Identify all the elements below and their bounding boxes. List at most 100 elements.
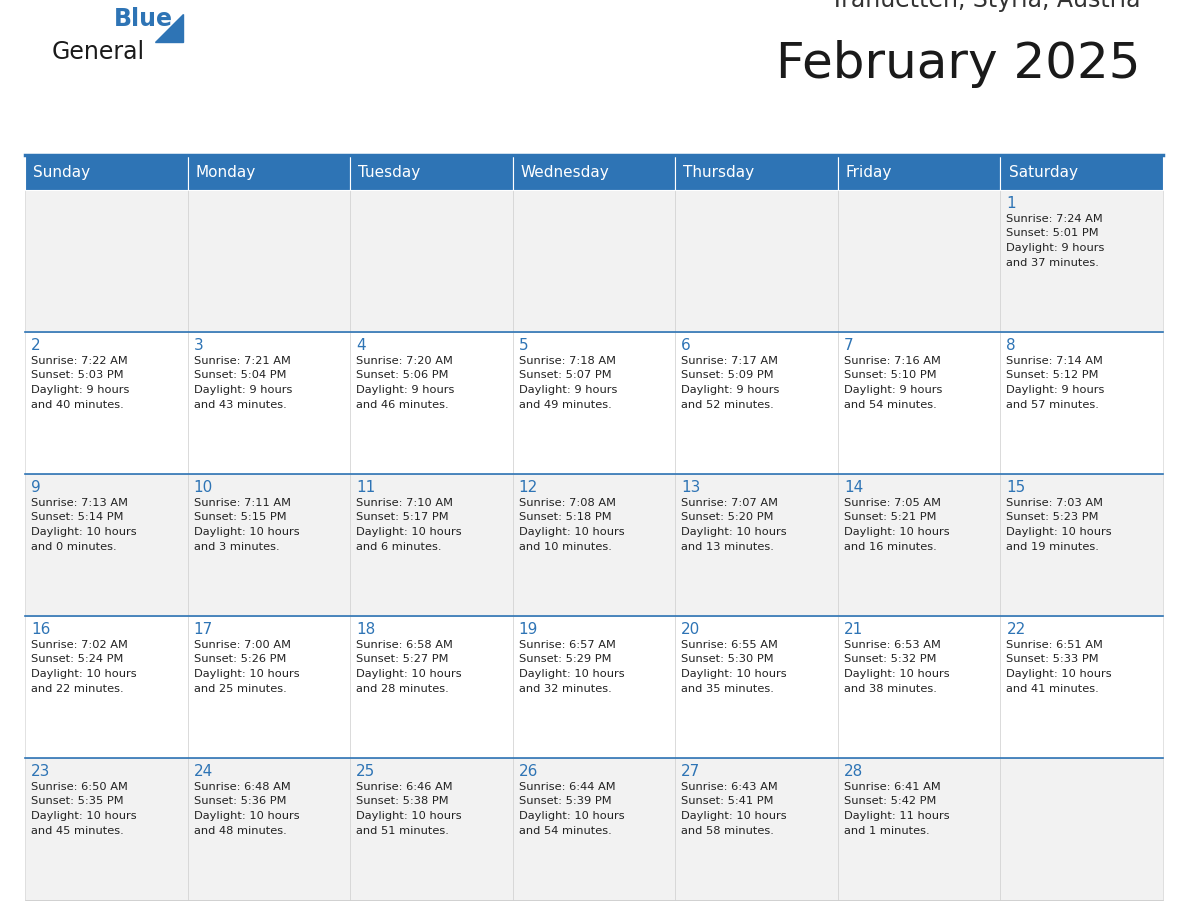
Text: Daylight: 10 hours: Daylight: 10 hours — [843, 669, 949, 679]
Text: General: General — [52, 40, 145, 64]
Text: and 45 minutes.: and 45 minutes. — [31, 825, 124, 835]
Bar — [1000, 758, 1163, 900]
Text: 25: 25 — [356, 764, 375, 779]
Text: Sunset: 5:15 PM: Sunset: 5:15 PM — [194, 512, 286, 522]
Bar — [1000, 332, 1163, 474]
Text: Sunrise: 7:14 AM: Sunrise: 7:14 AM — [1006, 356, 1104, 366]
Text: Tuesday: Tuesday — [359, 165, 421, 180]
Text: Sunrise: 6:58 AM: Sunrise: 6:58 AM — [356, 640, 453, 650]
Text: Daylight: 9 hours: Daylight: 9 hours — [194, 385, 292, 395]
Bar — [513, 474, 675, 616]
Text: and 1 minutes.: and 1 minutes. — [843, 825, 929, 835]
Text: Sunrise: 7:08 AM: Sunrise: 7:08 AM — [519, 498, 615, 508]
Text: Sunrise: 7:02 AM: Sunrise: 7:02 AM — [31, 640, 128, 650]
Text: Sunset: 5:20 PM: Sunset: 5:20 PM — [681, 512, 773, 522]
Text: Sunset: 5:39 PM: Sunset: 5:39 PM — [519, 797, 612, 807]
Text: Daylight: 10 hours: Daylight: 10 hours — [681, 811, 786, 821]
Text: 20: 20 — [681, 622, 701, 637]
Bar — [350, 758, 513, 900]
Text: 27: 27 — [681, 764, 701, 779]
Text: 23: 23 — [31, 764, 50, 779]
Text: Sunset: 5:03 PM: Sunset: 5:03 PM — [31, 371, 124, 380]
Text: 4: 4 — [356, 338, 366, 353]
Text: Sunset: 5:09 PM: Sunset: 5:09 PM — [681, 371, 773, 380]
Text: Thursday: Thursday — [683, 165, 754, 180]
Text: 6: 6 — [681, 338, 691, 353]
Text: Sunrise: 7:13 AM: Sunrise: 7:13 AM — [31, 498, 128, 508]
Text: Sunrise: 7:16 AM: Sunrise: 7:16 AM — [843, 356, 941, 366]
Text: and 40 minutes.: and 40 minutes. — [31, 399, 124, 409]
Text: Sunset: 5:35 PM: Sunset: 5:35 PM — [31, 797, 124, 807]
Bar — [513, 616, 675, 758]
Bar — [838, 332, 1000, 474]
Text: Daylight: 10 hours: Daylight: 10 hours — [519, 811, 625, 821]
Text: Sunset: 5:23 PM: Sunset: 5:23 PM — [1006, 512, 1099, 522]
Text: Sunset: 5:12 PM: Sunset: 5:12 PM — [1006, 371, 1099, 380]
Bar — [513, 155, 675, 190]
Text: Daylight: 10 hours: Daylight: 10 hours — [519, 527, 625, 537]
Text: Blue: Blue — [114, 7, 173, 31]
Bar — [25, 332, 188, 474]
Text: Daylight: 10 hours: Daylight: 10 hours — [356, 669, 462, 679]
Text: Sunrise: 7:22 AM: Sunrise: 7:22 AM — [31, 356, 128, 366]
Bar — [350, 616, 513, 758]
Text: and 51 minutes.: and 51 minutes. — [356, 825, 449, 835]
Bar — [188, 616, 350, 758]
Text: Sunrise: 7:24 AM: Sunrise: 7:24 AM — [1006, 214, 1104, 224]
Text: and 58 minutes.: and 58 minutes. — [681, 825, 775, 835]
Text: 15: 15 — [1006, 480, 1025, 495]
Text: Daylight: 10 hours: Daylight: 10 hours — [356, 811, 462, 821]
Text: 5: 5 — [519, 338, 529, 353]
Text: Daylight: 10 hours: Daylight: 10 hours — [31, 811, 137, 821]
Bar — [838, 616, 1000, 758]
Text: 26: 26 — [519, 764, 538, 779]
Bar — [188, 474, 350, 616]
Text: Saturday: Saturday — [1009, 165, 1078, 180]
Text: Sunset: 5:10 PM: Sunset: 5:10 PM — [843, 371, 936, 380]
Bar — [188, 190, 350, 332]
Text: Sunset: 5:29 PM: Sunset: 5:29 PM — [519, 655, 611, 665]
Bar — [675, 332, 838, 474]
Text: Sunset: 5:38 PM: Sunset: 5:38 PM — [356, 797, 449, 807]
Text: Daylight: 10 hours: Daylight: 10 hours — [681, 527, 786, 537]
Text: Sunrise: 6:51 AM: Sunrise: 6:51 AM — [1006, 640, 1104, 650]
Text: Daylight: 9 hours: Daylight: 9 hours — [1006, 385, 1105, 395]
Text: 16: 16 — [31, 622, 50, 637]
Text: and 57 minutes.: and 57 minutes. — [1006, 399, 1099, 409]
Bar — [513, 758, 675, 900]
Text: Sunset: 5:27 PM: Sunset: 5:27 PM — [356, 655, 449, 665]
Text: 17: 17 — [194, 622, 213, 637]
Text: Sunset: 5:32 PM: Sunset: 5:32 PM — [843, 655, 936, 665]
Text: and 32 minutes.: and 32 minutes. — [519, 684, 612, 693]
Text: Daylight: 11 hours: Daylight: 11 hours — [843, 811, 949, 821]
Text: Sunrise: 7:18 AM: Sunrise: 7:18 AM — [519, 356, 615, 366]
Text: Sunset: 5:42 PM: Sunset: 5:42 PM — [843, 797, 936, 807]
Text: 21: 21 — [843, 622, 864, 637]
Text: and 43 minutes.: and 43 minutes. — [194, 399, 286, 409]
Text: 13: 13 — [681, 480, 701, 495]
Text: Sunrise: 6:46 AM: Sunrise: 6:46 AM — [356, 782, 453, 792]
Text: Sunset: 5:24 PM: Sunset: 5:24 PM — [31, 655, 124, 665]
Text: Sunrise: 6:43 AM: Sunrise: 6:43 AM — [681, 782, 778, 792]
Text: Sunrise: 6:53 AM: Sunrise: 6:53 AM — [843, 640, 941, 650]
Text: Sunrise: 6:48 AM: Sunrise: 6:48 AM — [194, 782, 290, 792]
Text: and 54 minutes.: and 54 minutes. — [519, 825, 612, 835]
Text: and 52 minutes.: and 52 minutes. — [681, 399, 775, 409]
Text: Sunset: 5:26 PM: Sunset: 5:26 PM — [194, 655, 286, 665]
Text: Sunset: 5:30 PM: Sunset: 5:30 PM — [681, 655, 773, 665]
Bar — [350, 155, 513, 190]
Bar — [513, 190, 675, 332]
Bar — [838, 758, 1000, 900]
Text: Sunset: 5:18 PM: Sunset: 5:18 PM — [519, 512, 612, 522]
Text: Sunrise: 7:05 AM: Sunrise: 7:05 AM — [843, 498, 941, 508]
Text: 19: 19 — [519, 622, 538, 637]
Text: Daylight: 9 hours: Daylight: 9 hours — [681, 385, 779, 395]
Bar — [1000, 190, 1163, 332]
Bar — [1000, 155, 1163, 190]
Text: 11: 11 — [356, 480, 375, 495]
Text: 7: 7 — [843, 338, 853, 353]
Text: Wednesday: Wednesday — [520, 165, 609, 180]
Text: 9: 9 — [31, 480, 40, 495]
Text: Daylight: 9 hours: Daylight: 9 hours — [356, 385, 455, 395]
Text: and 6 minutes.: and 6 minutes. — [356, 542, 442, 552]
